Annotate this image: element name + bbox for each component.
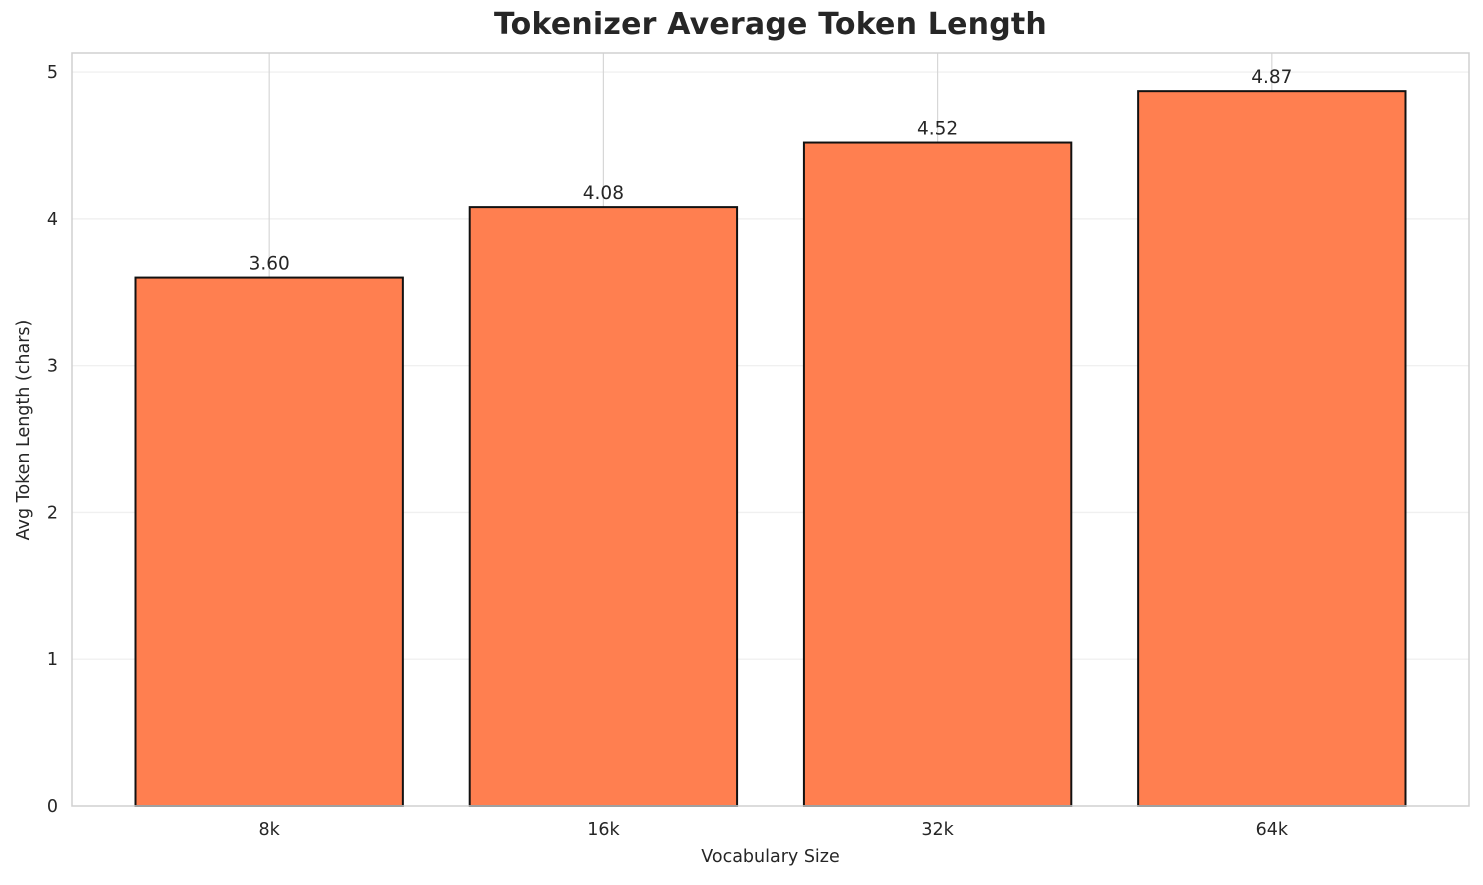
x-tick-label: 8k: [259, 820, 281, 840]
bar-value-label: 4.52: [917, 119, 958, 140]
x-tick-label: 64k: [1256, 820, 1289, 840]
y-tick-label: 4: [47, 210, 58, 230]
bar: [468, 206, 739, 807]
chart-title: Tokenizer Average Token Length: [493, 7, 1047, 42]
bar-value-label: 3.60: [249, 254, 290, 275]
y-tick-label: 3: [47, 357, 58, 377]
x-tick-label: 16k: [587, 820, 620, 840]
bar-value-label: 4.87: [1251, 67, 1292, 88]
x-tick-label: 32k: [921, 820, 954, 840]
x-axis-label: Vocabulary Size: [701, 847, 840, 867]
bar: [1137, 90, 1407, 807]
y-tick-label: 0: [47, 797, 58, 817]
bar: [134, 276, 404, 808]
plot-border: [71, 52, 1470, 807]
y-axis-label: Avg Token Length (chars): [14, 319, 34, 541]
bar: [802, 141, 1073, 807]
y-tick-label: 1: [47, 650, 58, 670]
y-tick-label: 2: [47, 503, 58, 523]
y-tick-label: 5: [47, 63, 58, 83]
bar-value-label: 4.08: [583, 183, 624, 204]
